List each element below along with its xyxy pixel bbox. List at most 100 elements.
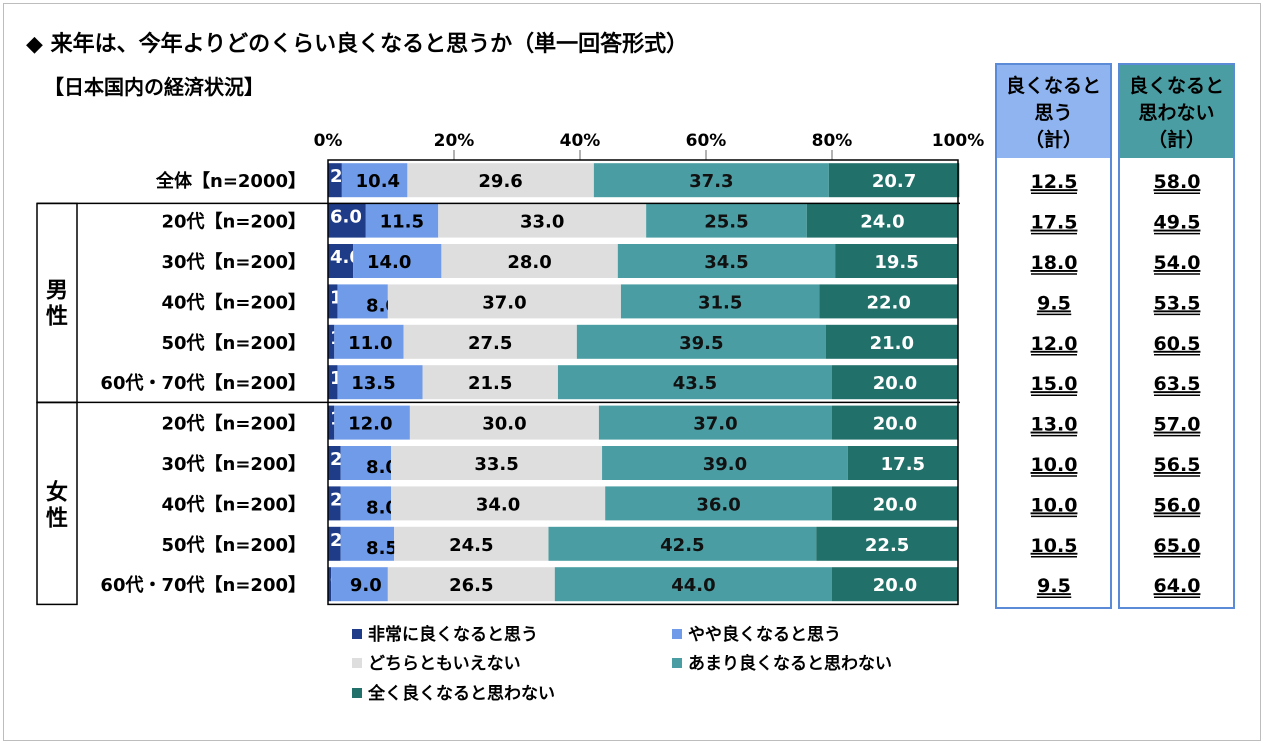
summary-value: 57.0 xyxy=(1154,414,1201,436)
bar-segment xyxy=(832,486,958,521)
group-box-female xyxy=(36,401,78,606)
bar-segment xyxy=(422,365,558,400)
bar-segment xyxy=(387,284,621,319)
x-tick-label: 20% xyxy=(434,131,475,151)
summary-value: 15.0 xyxy=(1031,373,1078,395)
summary-value: 9.5 xyxy=(1037,292,1071,314)
summary-header-text: 良くなると xyxy=(1006,74,1101,97)
legend-swatch xyxy=(672,629,682,639)
summary-column-box xyxy=(1118,63,1235,609)
bar-segment xyxy=(409,405,599,440)
data-label: 39.5 xyxy=(679,333,723,354)
bar-segment xyxy=(617,244,836,278)
data-label: 11.0 xyxy=(348,333,392,354)
summary-value: 17.5 xyxy=(1031,212,1078,234)
summary-value: 10.5 xyxy=(1031,535,1078,557)
legend-label: どちらともいえない xyxy=(368,654,521,674)
plot-border xyxy=(327,159,959,606)
data-label: 21.0 xyxy=(870,333,914,354)
summary-header-text: 良くなると xyxy=(1129,74,1224,97)
data-label: 22.0 xyxy=(866,292,910,313)
x-tick-label: 80% xyxy=(812,131,853,151)
summary-value: 60.5 xyxy=(1154,333,1201,355)
data-label: 17.5 xyxy=(881,454,925,475)
data-label: 34.0 xyxy=(476,494,520,515)
chart-frame xyxy=(3,3,1261,741)
summary-value: 12.5 xyxy=(1031,171,1078,193)
summary-header-text: 思う xyxy=(1034,102,1072,124)
bar-segment xyxy=(387,567,555,602)
summary-value: 10.0 xyxy=(1031,454,1078,476)
x-tick-label: 0% xyxy=(314,131,343,151)
summary-value: 9.5 xyxy=(1037,575,1071,597)
summary-value: 63.5 xyxy=(1154,373,1201,395)
summary-value: 13.0 xyxy=(1031,414,1078,436)
category-label: 40代【n=200】 xyxy=(161,494,306,515)
bar-segment xyxy=(391,446,603,480)
category-label: 40代【n=200】 xyxy=(161,292,306,313)
data-label: 12.0 xyxy=(348,414,392,435)
bar-segment xyxy=(593,163,829,198)
data-label: 24.5 xyxy=(449,535,493,556)
summary-header-bg xyxy=(996,64,1111,158)
bar-segment xyxy=(598,405,832,440)
bar-segment xyxy=(403,324,577,359)
data-label: 20.0 xyxy=(873,373,917,394)
bar-segment xyxy=(328,405,335,440)
bar-segment xyxy=(557,365,832,400)
chart-subtitle: 【日本国内の経済状況】 xyxy=(44,75,264,99)
summary-value: 58.0 xyxy=(1154,171,1201,193)
legend-swatch xyxy=(672,658,682,668)
data-label: 28.0 xyxy=(507,252,551,273)
data-label: 22.5 xyxy=(865,535,909,556)
data-label: 37.3 xyxy=(689,171,733,192)
x-tick-label: 60% xyxy=(686,131,727,151)
data-label: 33.0 xyxy=(520,212,564,233)
bar-segment xyxy=(331,567,388,602)
data-label: 37.0 xyxy=(693,414,737,435)
summary-value: 12.0 xyxy=(1031,333,1078,355)
data-label: 29.6 xyxy=(478,171,522,192)
data-label: 42.5 xyxy=(660,535,704,556)
data-label: 25.5 xyxy=(704,212,748,233)
summary-header-text: （計） xyxy=(1148,128,1205,151)
bar-segment xyxy=(337,365,423,400)
bar-segment xyxy=(825,324,958,359)
bar-segment xyxy=(816,526,958,561)
bar-segment xyxy=(806,203,958,238)
bar-segment xyxy=(365,203,439,238)
legend-label: 非常に良くなると思う xyxy=(368,624,538,645)
bar-segment xyxy=(353,244,442,278)
data-label: 20.0 xyxy=(873,414,917,435)
data-label: 44.0 xyxy=(671,575,715,596)
bar-segment xyxy=(328,446,341,480)
data-label: 8.0 xyxy=(366,497,398,518)
bar-segment xyxy=(835,244,958,278)
data-label: 6.0 xyxy=(330,207,362,228)
category-label: 60代・70代【n=200】 xyxy=(100,373,306,394)
data-label: 10.4 xyxy=(356,171,400,192)
data-label: 36.0 xyxy=(696,494,740,515)
x-tick-label: 40% xyxy=(560,131,601,151)
data-label: 9.0 xyxy=(350,575,382,596)
data-label: 21.5 xyxy=(468,373,512,394)
data-label: 33.5 xyxy=(474,454,518,475)
bar-segment xyxy=(328,567,332,602)
summary-column-box xyxy=(995,63,1112,609)
summary-value: 56.5 xyxy=(1154,454,1201,476)
data-label: 8.0 xyxy=(366,457,398,478)
bar-segment xyxy=(334,324,404,359)
bar-segment xyxy=(605,486,832,521)
data-label: 20.0 xyxy=(873,575,917,596)
bar-segment xyxy=(328,486,341,521)
bar-segment xyxy=(441,244,618,278)
data-label: 27.5 xyxy=(468,333,512,354)
data-label: 13.5 xyxy=(351,373,395,394)
data-label: 43.5 xyxy=(673,373,717,394)
data-label: 11.5 xyxy=(380,212,424,233)
data-label: 20.7 xyxy=(872,171,916,192)
category-label: 全体【n=2000】 xyxy=(155,170,306,192)
bar-segment xyxy=(602,446,848,480)
summary-value: 56.0 xyxy=(1154,494,1201,516)
